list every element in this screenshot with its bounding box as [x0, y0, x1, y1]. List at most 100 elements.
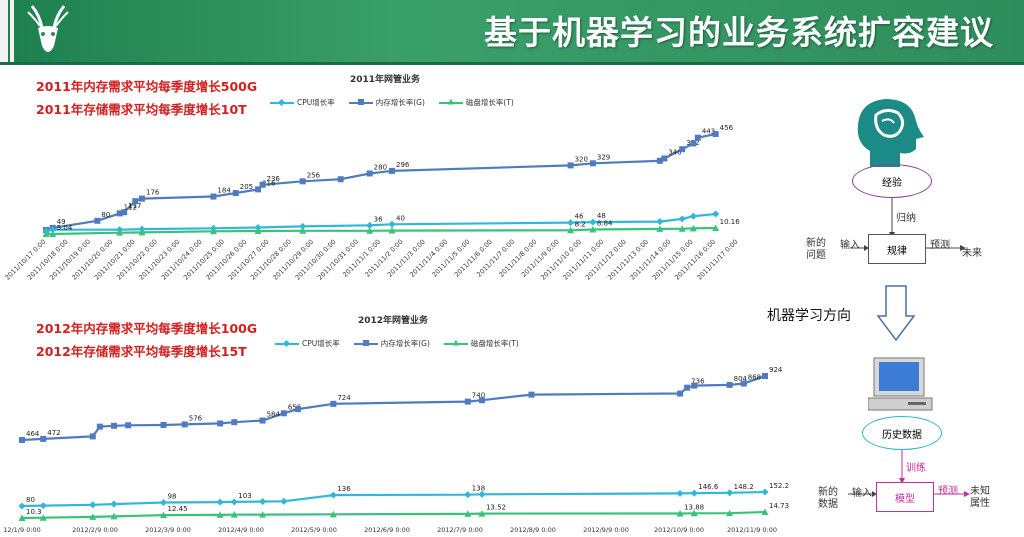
legend2-disk-swatch — [443, 342, 468, 345]
chart1-mem-data-label: 280 — [374, 163, 387, 171]
chart2-mem-point — [125, 422, 132, 429]
computer-icon — [868, 357, 933, 411]
chart1-cpu-data-label: 40 — [396, 214, 405, 222]
note-2011-memory: 2011年内存需求平均每季度增长500G — [36, 79, 258, 94]
chart2-mem-data-label: 740 — [472, 392, 485, 400]
legend-mem-swatch — [348, 98, 373, 105]
predict-label-2: 预测 — [938, 486, 958, 497]
chart2-mem-point — [96, 423, 103, 430]
chart2-mem-point — [762, 373, 768, 379]
chart2-x-tick-label: 2012/8/9 0:00 — [510, 526, 556, 534]
chart1-mem-data-label: 216 — [262, 179, 276, 187]
chart2-mem-point — [464, 398, 471, 405]
chart2-disk-point — [676, 510, 684, 517]
chart2-mem-point — [217, 420, 224, 427]
chart2-mem-data-label: 464 — [26, 430, 40, 438]
ml-direction-label: 机器学习方向 — [767, 308, 851, 324]
chart2-mem-data-label: 656 — [288, 403, 302, 411]
chart2-cpu-point — [89, 501, 97, 509]
chart2-mem-point — [89, 433, 96, 440]
chart1-disk-point — [712, 224, 720, 231]
predict-label-1: 预测 — [930, 240, 950, 251]
chart2-mem-point — [181, 421, 188, 428]
chart1-mem-point — [694, 134, 701, 141]
chart1-cpu-data-label: 36 — [374, 215, 383, 223]
header-stripe-thin — [10, 0, 14, 62]
chart2-mem-point — [231, 419, 238, 426]
chart2-cpu-data-label: 80 — [26, 496, 35, 504]
chart2-x-tick-label: 2012/11/9 0:00 — [727, 526, 777, 534]
chart2-mem-point — [684, 384, 691, 391]
chart1-mem-point — [337, 176, 344, 183]
chart2-x-tick-label: 2012/7/9 0:00 — [437, 526, 483, 534]
chart2-disk-point — [329, 510, 337, 518]
chart1-mem-data-label: 80 — [101, 211, 110, 219]
chart1-mem-point — [366, 170, 373, 177]
chart2-x-tick-label: 2012/3/9 0:00 — [145, 526, 191, 534]
chart-2012-title: 2012年网管业务 — [358, 316, 429, 326]
chart-2012-legend: CPU增长率 内存增长率(G) 磁盘增长率(T) — [275, 338, 519, 349]
chart2-mem-point — [40, 435, 47, 442]
chart2-cpu-point — [676, 489, 684, 497]
chart1-cpu-point — [254, 223, 262, 232]
chart2-mem-point — [19, 437, 25, 443]
chart1-mem-data-label: 112 — [124, 203, 137, 211]
chart2-cpu-point — [216, 498, 224, 506]
legend-disk-label: 磁盘增长率(T) — [465, 98, 514, 107]
chart1-disk-point — [254, 227, 262, 235]
chart2-mem-point — [160, 421, 167, 428]
chart1-mem-point — [690, 140, 697, 147]
history-data-ellipse: 历史数据 — [862, 416, 942, 450]
chart1-disk-point — [116, 229, 124, 236]
chart1-mem-point — [656, 157, 663, 164]
chart2-disk-data-label: 13.52 — [486, 504, 506, 512]
chart1-disk-point — [388, 227, 396, 234]
chart2-cpu-data-label: 138 — [472, 485, 485, 493]
chart1-x-tick-label: 2011/11/17 0:00 — [695, 238, 739, 282]
chart2-disk-point — [726, 509, 734, 517]
train-label: 训练 — [906, 463, 926, 474]
chart1-mem-point — [299, 178, 306, 185]
chart1-mem-data-label: 320 — [575, 155, 588, 163]
chart-2011-legend: CPU增长率 内存增长率(G) 磁盘增长率(T) — [270, 97, 514, 108]
chart1-disk-data-label: 8.2 — [575, 220, 586, 228]
chart1-mem-point — [94, 217, 101, 224]
chart1-disk-data-label: 8.84 — [597, 220, 613, 228]
legend2-cpu: CPU增长率 — [275, 338, 340, 349]
model-label: 模型 — [895, 493, 915, 505]
chart1-mem-data-label: 329 — [597, 153, 610, 161]
chart1-cpu-point — [388, 220, 396, 228]
chart2-mem-point — [259, 417, 266, 424]
chart2-mem-point — [677, 390, 684, 397]
chart2-mem-data-label: 724 — [337, 394, 351, 402]
chart1-mem-point — [116, 210, 123, 217]
chart2-mem-point — [528, 391, 535, 398]
chart2-mem-data-label: 576 — [189, 414, 203, 422]
chart1-cpu-point — [689, 212, 697, 220]
chart1-mem-data-label: 340 — [668, 148, 681, 156]
chart2-x-tick-label: 2012/2/9 0:00 — [72, 526, 118, 534]
chart2-cpu-point — [726, 489, 734, 497]
chart2-cpu-point — [259, 497, 267, 506]
chart2-x-tick-label: 2012/5/9 0:00 — [291, 526, 337, 534]
chart2-mem-data-label: 924 — [769, 366, 783, 374]
chart1-mem-point — [210, 193, 217, 200]
legend-cpu-label: CPU增长率 — [297, 98, 335, 107]
rule-box: 规律 — [868, 234, 926, 264]
legend2-cpu-swatch — [275, 342, 299, 345]
experience-ellipse: 经验 — [852, 164, 932, 198]
chart2-mem-point — [110, 422, 117, 429]
chart2-disk-data-label: 10.3 — [26, 508, 42, 516]
unknown-attr-label: 未知 属性 — [970, 486, 990, 509]
chart2-x-tick-label: 12/1/9 0:00 — [3, 526, 41, 534]
chart2-x-tick-label: 2012/9/9 0:00 — [583, 526, 629, 534]
chart1-mem-point — [132, 198, 139, 205]
legend2-disk-label: 磁盘增长率(T) — [470, 339, 519, 348]
chart2-mem-data-label: 868 — [748, 374, 761, 382]
header-bar: 基于机器学习的业务系统扩容建议 — [0, 0, 1024, 62]
chart1-cpu-point — [678, 215, 686, 223]
chart2-cpu-data-label: 136 — [337, 485, 351, 493]
chart2-disk-point — [39, 514, 47, 521]
